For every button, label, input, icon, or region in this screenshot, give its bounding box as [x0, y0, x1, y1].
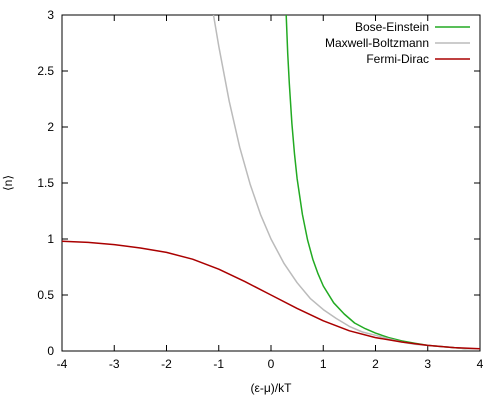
x-tick-label: -4: [57, 357, 68, 371]
x-tick-label: 0: [268, 357, 275, 371]
y-tick-label: 0.5: [37, 288, 54, 302]
series-line-maxwell-boltzmann: [212, 14, 480, 350]
y-tick-label: 1: [47, 232, 54, 246]
y-tick-label: 1.5: [37, 176, 54, 190]
x-tick-label: 1: [320, 357, 327, 371]
ticks: -4 -3 -2 -1 0 1 2 3 4 0 0.5 1 1.5 2 2.5 3: [37, 8, 483, 371]
x-tick-label: 4: [477, 357, 484, 371]
legend-label: Fermi-Dirac: [366, 52, 429, 66]
x-tick-label: 2: [372, 357, 379, 371]
x-axis-title: (ε-μ)/kT: [251, 381, 293, 395]
x-tick-label: 3: [424, 357, 431, 371]
x-tick-label: -1: [213, 357, 224, 371]
y-tick-label: 3: [47, 8, 54, 22]
x-tick-label: -3: [109, 357, 120, 371]
y-tick-label: 2: [47, 120, 54, 134]
series-line-fermi-dirac: [61, 240, 481, 350]
x-tick-label: -2: [161, 357, 172, 371]
legend: Bose-Einstein Maxwell-Boltzmann Fermi-Dira…: [325, 20, 470, 66]
y-axis-title: ⟨n⟩: [1, 175, 15, 191]
legend-label: Bose-Einstein: [355, 20, 429, 34]
series-layer: [61, 14, 481, 350]
y-tick-label: 2.5: [37, 64, 54, 78]
y-tick-label: 0: [47, 344, 54, 358]
legend-label: Maxwell-Boltzmann: [325, 36, 429, 50]
